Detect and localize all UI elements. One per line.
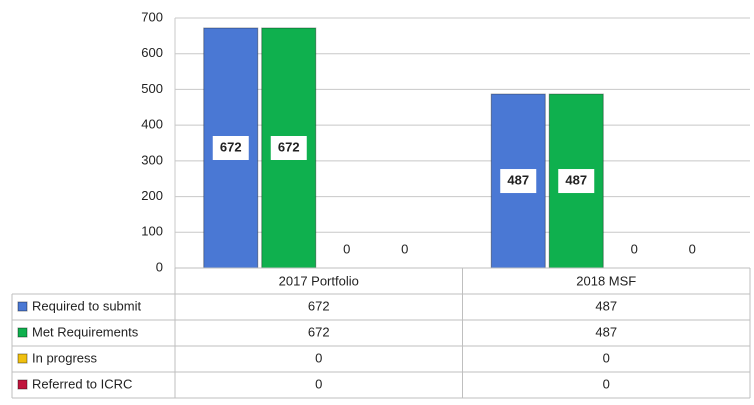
data-label: 487 — [507, 172, 529, 187]
y-tick-label: 0 — [156, 259, 163, 274]
legend-swatch — [17, 301, 28, 312]
table-cell: 0 — [315, 376, 322, 391]
data-label-box — [558, 169, 595, 194]
data-label: 0 — [343, 241, 350, 256]
data-label-box — [500, 169, 537, 194]
data-label-box — [212, 136, 249, 160]
legend-label: Referred to ICRC — [32, 376, 132, 391]
x-tick-label: 2017 Portfolio — [279, 273, 359, 288]
table-cell: 487 — [595, 324, 617, 339]
table-cell: 0 — [315, 350, 322, 365]
data-label: 672 — [278, 139, 300, 154]
y-tick-label: 200 — [141, 188, 163, 203]
legend-swatch — [17, 327, 28, 338]
x-tick-label: 2018 MSF — [576, 273, 636, 288]
y-tick-label: 400 — [141, 117, 163, 132]
y-tick-label: 600 — [141, 45, 163, 60]
data-label: 487 — [565, 172, 587, 187]
legend-label: Required to submit — [32, 298, 141, 313]
legend-swatch — [17, 379, 28, 390]
y-tick-label: 300 — [141, 152, 163, 167]
data-label: 0 — [401, 241, 408, 256]
data-label: 672 — [220, 139, 242, 154]
legend-swatch — [17, 353, 28, 364]
table-cell: 0 — [603, 376, 610, 391]
data-label: 0 — [631, 241, 638, 256]
y-tick-label: 700 — [141, 9, 163, 24]
table-cell: 672 — [308, 324, 330, 339]
legend-label: In progress — [32, 350, 98, 365]
table-cell: 672 — [308, 298, 330, 313]
data-label: 0 — [689, 241, 696, 256]
legend-label: Met Requirements — [32, 324, 139, 339]
y-tick-label: 500 — [141, 81, 163, 96]
table-cell: 487 — [595, 298, 617, 313]
y-tick-label: 100 — [141, 224, 163, 239]
data-label-box — [270, 136, 307, 160]
table-cell: 0 — [603, 350, 610, 365]
